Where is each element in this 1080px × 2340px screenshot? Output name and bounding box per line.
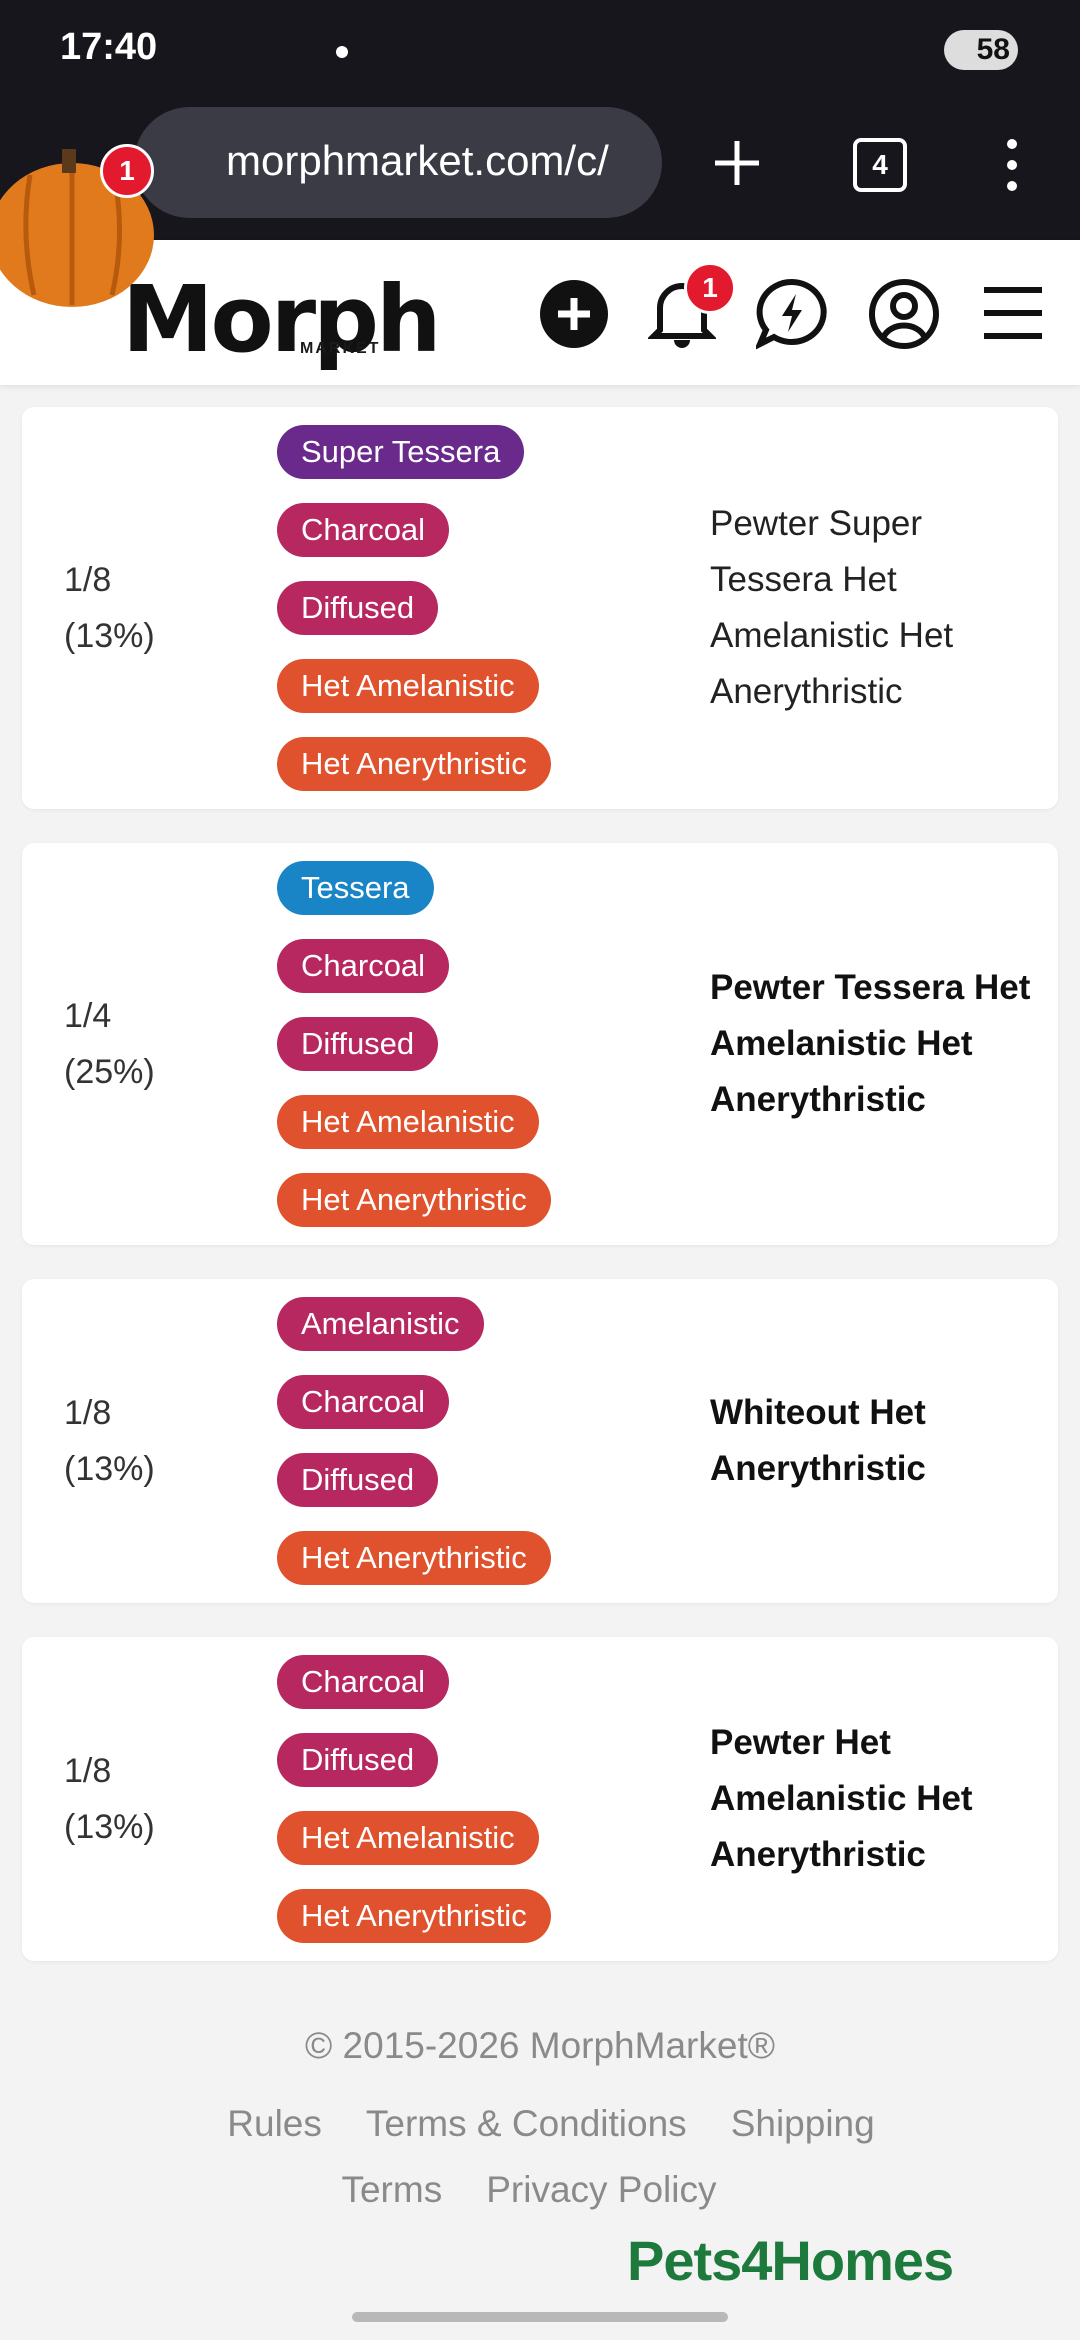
clock: 17:40 — [60, 26, 158, 68]
hamburger-menu[interactable] — [982, 286, 1044, 340]
footer-links: Rules Terms & Conditions Shipping Terms Pri… — [0, 2091, 1080, 2223]
trait-pill[interactable]: Diffused — [277, 1733, 439, 1787]
menu[interactable] — [1000, 138, 1024, 192]
trait-pill[interactable]: Het Anerythristic — [277, 1889, 551, 1943]
new-tab[interactable] — [712, 138, 762, 188]
footer-link[interactable]: Shipping Terms — [341, 2103, 875, 2210]
notification-badge: 1 — [684, 262, 736, 314]
trait-pill[interactable]: Charcoal — [277, 503, 450, 557]
messages[interactable] — [756, 278, 828, 350]
trait-pill[interactable]: Diffused — [277, 581, 439, 635]
trait-list: Tessera Charcoal Diffused Het Amelanistic He… — [277, 861, 710, 1227]
morph-name[interactable]: Pewter Super Tessera Het Amelanistic Het… — [710, 504, 954, 711]
result-card: 1/8 (13%) Amelanistic Charcoal Diffused Het A… — [22, 1279, 1058, 1603]
result-card: 1/8 (13%) Super Tessera Charcoal Diffused Het… — [22, 407, 1058, 809]
trait-list: Super Tessera Charcoal Diffused Het Amelani… — [277, 425, 710, 791]
url-text: morphmarket.com/c/ — [226, 137, 609, 184]
trait-pill[interactable]: Het Amelanistic — [277, 1811, 539, 1865]
odds-fraction: 1/4 — [64, 997, 112, 1035]
add-button[interactable] — [538, 278, 610, 350]
trait-pill[interactable]: Het Anerythristic — [277, 1531, 551, 1585]
trait-pill[interactable]: Amelanistic — [277, 1297, 484, 1351]
odds-percent: (13%) — [64, 1808, 155, 1846]
trait-pill[interactable]: Het Anerythristic — [277, 737, 551, 791]
browser-badge: 1 — [100, 144, 154, 198]
results-list: 1/8 (13%) Super Tessera Charcoal Diffused Het… — [22, 407, 1058, 1995]
pumpkin-overlay[interactable] — [0, 145, 160, 325]
odds-fraction: 1/8 — [64, 1752, 112, 1790]
trait-pill[interactable]: Het Amelanistic — [277, 659, 539, 713]
url-bar[interactable]: morphmarket.com/c/ — [134, 107, 662, 218]
trait-pill[interactable]: Charcoal — [277, 939, 450, 993]
trait-list: Charcoal Diffused Het Amelanistic Het Anery… — [277, 1655, 710, 1943]
trait-pill[interactable]: Diffused — [277, 1017, 439, 1071]
system-and-browser-bar: 17:40 58 morphmarket.com/c/ 4 — [0, 0, 1080, 240]
odds-fraction: 1/8 — [64, 1394, 112, 1432]
odds-percent: (13%) — [64, 617, 155, 655]
odds: 1/4 (25%) — [22, 988, 277, 1100]
trait-list: Amelanistic Charcoal Diffused Het Anerythri… — [277, 1297, 710, 1585]
battery: 58 — [944, 30, 1018, 70]
odds-percent: (13%) — [64, 1450, 155, 1488]
logo-sub: MARKET — [300, 340, 381, 357]
footer-link[interactable]: Terms & Conditions — [365, 2103, 687, 2144]
morph-name[interactable]: Pewter Het Amelanistic Het Anerythristic — [710, 1723, 973, 1874]
home-indicator — [352, 2312, 728, 2322]
odds: 1/8 (13%) — [22, 552, 277, 664]
trait-pill[interactable]: Charcoal — [277, 1655, 450, 1709]
site-header: Morph MARKET 1 — [0, 240, 1080, 385]
result-card: 1/4 (25%) Tessera Charcoal Diffused Het Amela… — [22, 843, 1058, 1245]
dot — [336, 46, 348, 58]
tab-count[interactable]: 4 — [853, 138, 907, 192]
trait-pill[interactable]: Het Anerythristic — [277, 1173, 551, 1227]
trait-pill[interactable]: Super Tessera — [277, 425, 525, 479]
footer-link[interactable]: Privacy Policy — [486, 2169, 717, 2210]
footer-link[interactable]: Rules — [227, 2103, 322, 2144]
odds-percent: (25%) — [64, 1053, 155, 1091]
odds-fraction: 1/8 — [64, 561, 112, 599]
account[interactable] — [868, 278, 940, 350]
trait-pill[interactable]: Tessera — [277, 861, 434, 915]
morph-name[interactable]: Whiteout Het Anerythristic — [710, 1393, 926, 1488]
trait-pill[interactable]: Diffused — [277, 1453, 439, 1507]
odds: 1/8 (13%) — [22, 1743, 277, 1855]
trait-pill[interactable]: Het Amelanistic — [277, 1095, 539, 1149]
odds: 1/8 (13%) — [22, 1385, 277, 1497]
copyright: © 2015-2026 MorphMarket® — [305, 2025, 775, 2066]
logo[interactable]: Morph — [122, 266, 441, 373]
partner-logo[interactable]: Pets4Homes — [627, 2229, 954, 2292]
result-card: 1/8 (13%) Charcoal Diffused Het Amelanistic H… — [22, 1637, 1058, 1961]
footer: © 2015-2026 MorphMarket® Rules Terms & Co… — [0, 2025, 1080, 2223]
trait-pill[interactable]: Charcoal — [277, 1375, 450, 1429]
morph-name[interactable]: Pewter Tessera Het Amelanistic Het Anery… — [710, 968, 1031, 1119]
